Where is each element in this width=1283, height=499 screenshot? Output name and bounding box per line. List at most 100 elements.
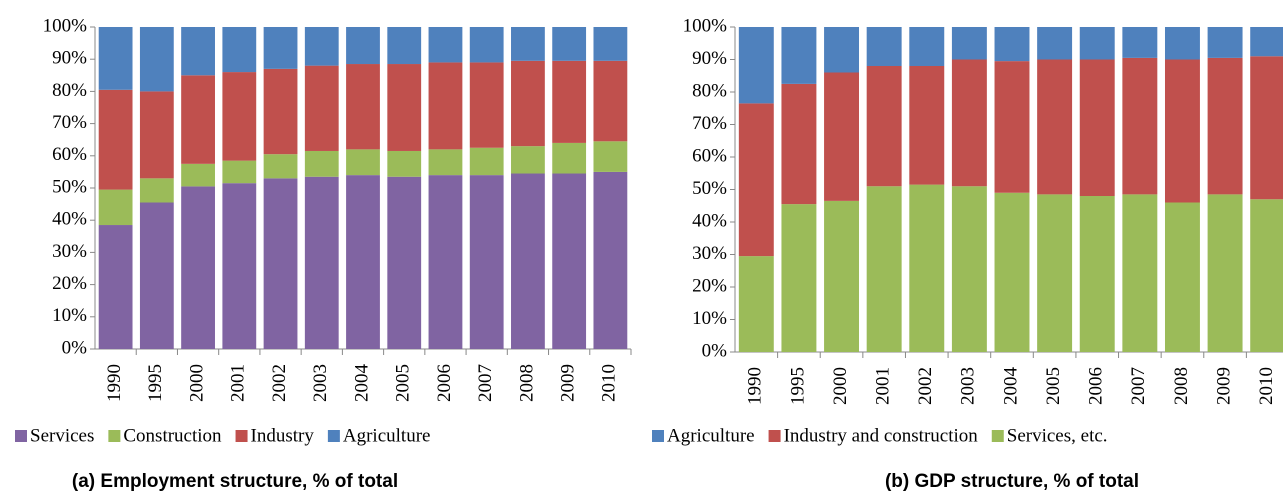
y-tick-label: 40% [692,210,727,231]
y-tick-label: 30% [692,243,727,264]
bar-segment [304,65,339,151]
x-tick-label: 2007 [475,364,496,402]
bar-segment [222,27,257,73]
x-tick-label: 2006 [1086,367,1107,405]
bar-segment [222,72,257,161]
bar-segment [469,147,504,176]
bar-segment [593,27,628,61]
bar-segment [511,146,545,174]
bar-segment [866,66,902,187]
bar-segment [552,27,587,61]
bar-segment [824,200,860,352]
y-tick-label: 80% [52,80,87,101]
legend-swatch [235,430,248,442]
bar-segment [346,27,380,65]
bar-segment [346,64,380,150]
bar-segment [593,171,628,349]
x-tick-label: 2003 [958,367,979,405]
bar-segment [781,204,817,352]
bar-segment [951,59,987,187]
bar-segment [593,141,628,172]
y-tick-label: 70% [52,112,87,133]
y-tick-label: 100% [43,15,88,36]
chart-title: (b) GDP structure, % of total [885,471,1139,492]
x-tick-label: 1990 [745,367,766,405]
x-tick-label: 2005 [1043,367,1064,405]
legend-swatch [327,430,340,442]
bar-segment [511,27,545,61]
x-tick-label: 2006 [434,364,455,402]
y-tick-label: 30% [52,241,87,262]
bar-segment [951,27,987,60]
x-tick-label: 2010 [1256,367,1277,405]
bar-segment [552,173,587,349]
bar-segment [428,175,463,349]
x-tick-label: 2005 [393,364,414,402]
y-tick-label: 50% [52,176,87,197]
bar-segment [181,75,215,164]
legend-swatch [15,430,27,442]
x-tick-label: 1990 [104,364,125,402]
bar-segment [1250,56,1283,200]
bar-segment [1122,57,1158,195]
bar-segment [181,186,215,349]
bar-segment [1164,27,1200,60]
bar-segment [511,60,545,147]
bar-segment [469,175,504,349]
y-tick-label: 100% [683,15,728,36]
y-tick-label: 60% [692,145,727,166]
bar-segment [552,142,587,174]
x-tick-label: 2009 [558,364,579,402]
bar-segment [738,256,774,352]
bar-segment [222,183,257,349]
x-tick-label: 2004 [351,364,372,403]
legend-label: Agriculture [667,425,755,446]
bar-segment [263,68,298,155]
bar-segment [781,83,817,205]
bar-segment [428,62,463,150]
bar-segment [304,27,339,66]
bar-segment [263,27,298,69]
bar-segment [387,150,422,177]
bar-segment [1079,196,1115,352]
bar-segment [1079,59,1115,196]
bar-segment [1122,27,1158,58]
y-tick-label: 10% [692,308,727,329]
bar-segment [1037,194,1073,352]
bar-segment [263,154,298,179]
legend-label: Industry [251,425,315,446]
bar-segment [593,60,628,142]
bar-segment [428,149,463,176]
x-tick-label: 2009 [1213,367,1234,405]
x-tick-label: 2001 [873,367,894,405]
legend-label: Construction [123,425,222,446]
x-tick-label: 2008 [516,364,537,402]
bar-segment [139,91,174,179]
legend-label: Agriculture [343,425,431,446]
bar-segment [738,103,774,257]
y-tick-label: 90% [52,48,87,69]
bar-segment [1164,59,1200,203]
bar-segment [469,62,504,148]
bar-segment [346,175,380,349]
legend-label: Services, etc. [1007,425,1108,446]
legend-label: Industry and construction [784,425,979,446]
y-tick-label: 70% [692,113,727,134]
bar-segment [1207,194,1243,352]
bar-segment [511,173,545,349]
bar-segment [1037,59,1073,195]
legend-swatch [108,430,121,442]
bar-segment [824,27,860,73]
bar-segment [552,60,587,143]
y-tick-label: 60% [52,144,87,165]
bar-segment [346,149,380,176]
bar-segment [469,27,504,63]
bar-segment [781,27,817,84]
bar-segment [181,27,215,76]
bar-segment [866,27,902,66]
y-tick-label: 0% [702,340,728,361]
bar-segment [909,184,945,352]
bar-segment [263,178,298,349]
bar-segment [98,27,133,90]
